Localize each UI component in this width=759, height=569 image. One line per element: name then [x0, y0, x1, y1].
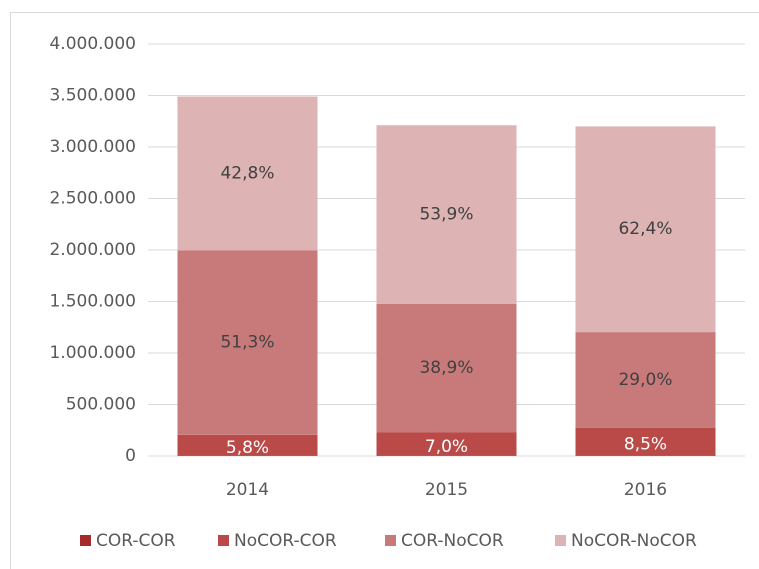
data-label: 62,4%	[618, 219, 672, 239]
bar-segment	[376, 125, 517, 304]
legend-label: COR-NoCOR	[401, 531, 504, 551]
legend-swatch	[555, 535, 566, 546]
y-tick-label: 4.000.000	[49, 34, 136, 54]
x-tick-label: 2014	[226, 480, 269, 500]
legend-label: COR-COR	[96, 531, 176, 551]
y-tick-label: 2.500.000	[49, 189, 136, 209]
y-tick-label: 1.500.000	[49, 292, 136, 312]
data-label: 42,8%	[220, 163, 274, 183]
bar-segment	[177, 250, 318, 435]
y-tick-label: 3.000.000	[49, 137, 136, 157]
bar-segment	[177, 96, 318, 251]
bar-segment	[575, 332, 716, 428]
data-label: 8,5%	[624, 435, 667, 455]
data-label: 38,9%	[419, 358, 473, 378]
legend-swatch	[80, 535, 91, 546]
legend-swatch	[385, 535, 396, 546]
data-label: 53,9%	[419, 205, 473, 225]
y-tick-label: 2.000.000	[49, 240, 136, 260]
bar-segment	[376, 432, 517, 456]
data-label: 29,0%	[618, 370, 672, 390]
data-label: 7,0%	[425, 437, 468, 457]
y-tick-label: 500.000	[66, 395, 136, 415]
bar-segment	[575, 427, 716, 456]
bar-segment	[376, 303, 517, 433]
legend-label: NoCOR-COR	[234, 531, 337, 551]
y-tick-label: 1.000.000	[49, 343, 136, 363]
legend-label: NoCOR-NoCOR	[571, 531, 697, 551]
bar-segment	[177, 434, 318, 456]
x-tick-label: 2015	[425, 480, 468, 500]
y-tick-label: 0	[125, 446, 136, 466]
y-tick-label: 3.500.000	[49, 86, 136, 106]
data-label: 51,3%	[220, 333, 274, 353]
bar-segment	[575, 126, 716, 333]
legend-swatch	[218, 535, 229, 546]
x-tick-label: 2016	[624, 480, 667, 500]
data-label: 5,8%	[226, 438, 269, 458]
